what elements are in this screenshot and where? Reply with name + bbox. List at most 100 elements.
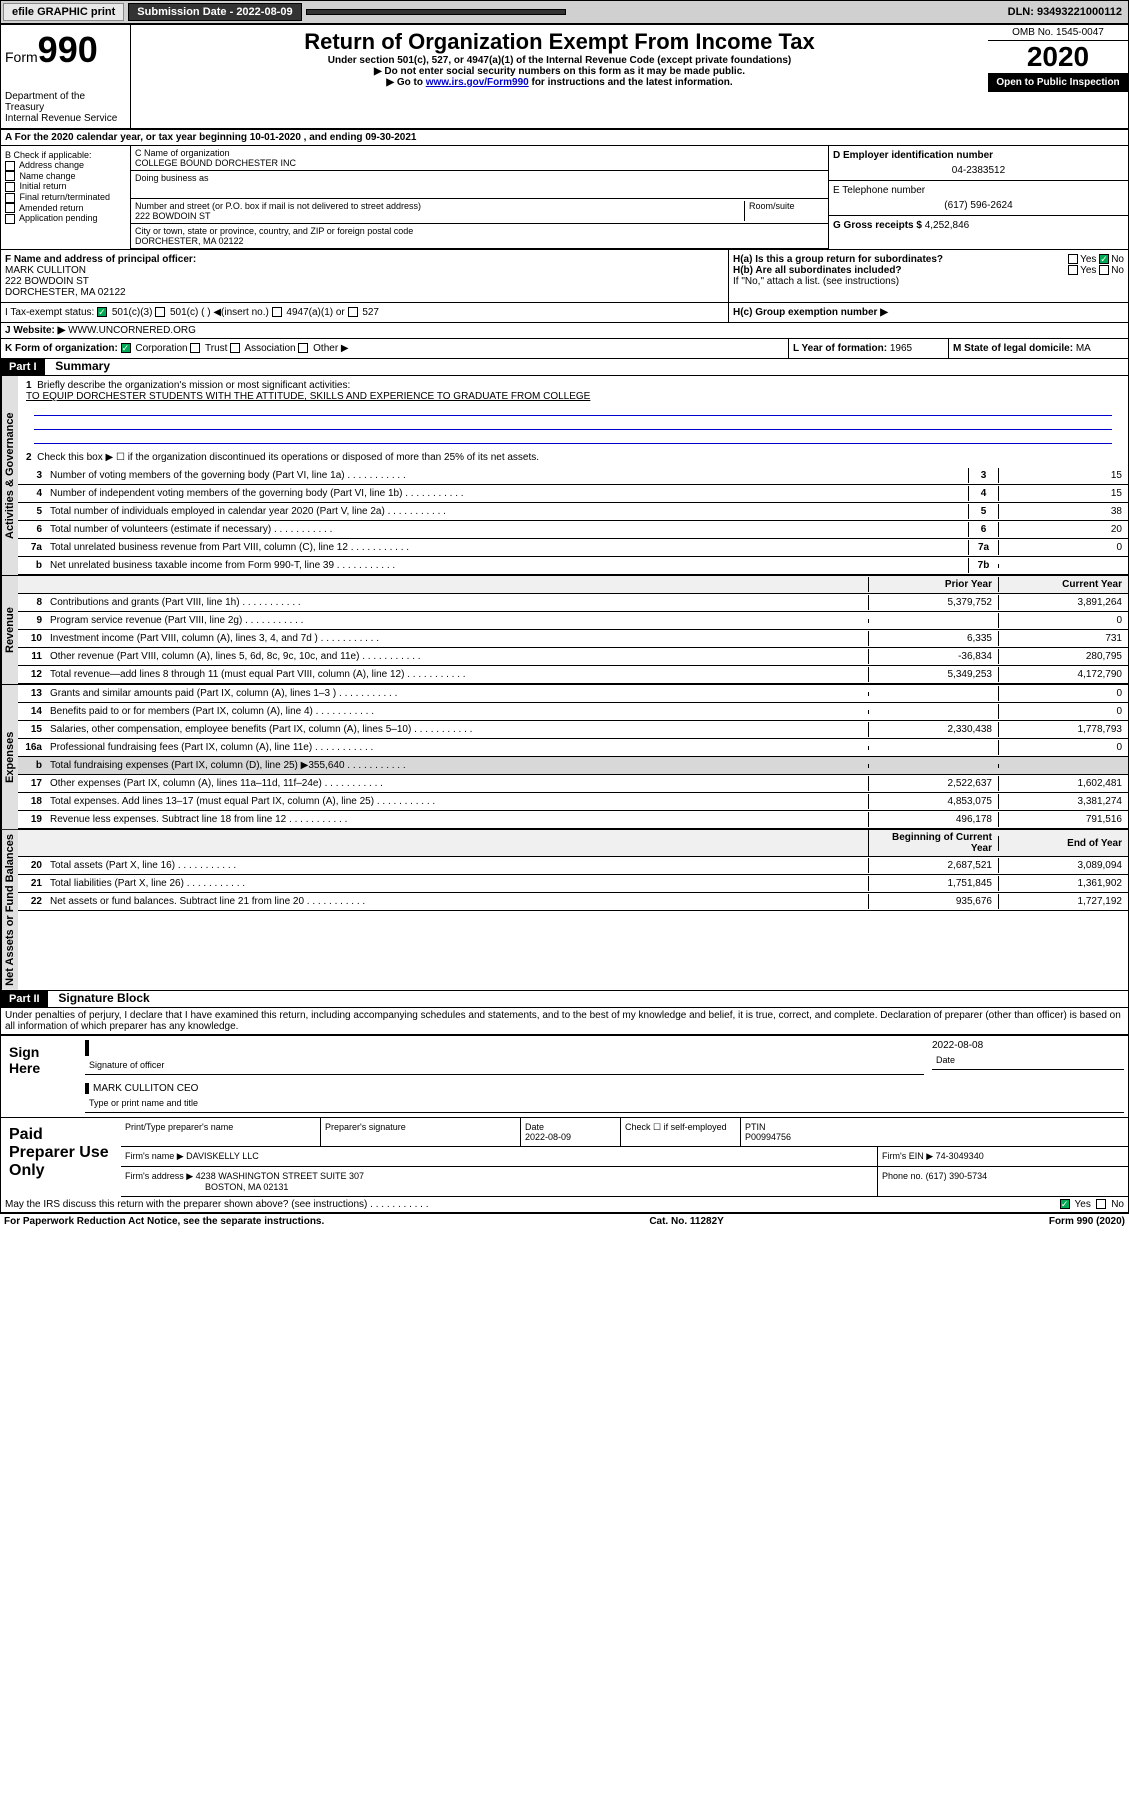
irs-link[interactable]: www.irs.gov/Form990 bbox=[426, 77, 529, 88]
hb-yes[interactable] bbox=[1068, 265, 1078, 275]
footer: For Paperwork Reduction Act Notice, see … bbox=[0, 1214, 1129, 1229]
part1-title: Summary bbox=[47, 357, 118, 375]
part2-title: Signature Block bbox=[50, 989, 157, 1007]
part2-header: Part II Signature Block bbox=[1, 991, 1128, 1008]
submission-date: Submission Date - 2022-08-09 bbox=[128, 3, 301, 21]
sig-officer-label: Signature of officer bbox=[85, 1056, 924, 1075]
b-checkbox[interactable] bbox=[5, 161, 15, 171]
b-checkbox[interactable] bbox=[5, 171, 15, 181]
firm-name: DAVISKELLY LLC bbox=[186, 1151, 259, 1161]
subtitle-1: Under section 501(c), 527, or 4947(a)(1)… bbox=[135, 55, 984, 66]
hc-label: H(c) Group exemption number ▶ bbox=[733, 307, 888, 318]
c-name-label: C Name of organization bbox=[135, 148, 824, 158]
form-label: Form bbox=[5, 49, 38, 65]
ein-label: D Employer identification number bbox=[833, 150, 993, 161]
city-label: City or town, state or province, country… bbox=[135, 226, 824, 236]
j-label: J Website: ▶ bbox=[5, 325, 65, 336]
revenue-section: Revenue Prior YearCurrent Year 8Contribu… bbox=[1, 576, 1128, 685]
k-corp[interactable] bbox=[121, 343, 131, 353]
paid-preparer: Paid Preparer Use Only Print/Type prepar… bbox=[1, 1117, 1128, 1197]
dept-label: Department of the Treasury Internal Reve… bbox=[5, 91, 126, 124]
current-year-hdr: Current Year bbox=[998, 577, 1128, 592]
cat-no: Cat. No. 11282Y bbox=[649, 1216, 723, 1227]
b-checkbox[interactable] bbox=[5, 203, 15, 213]
prep-date-label: Date bbox=[525, 1122, 544, 1132]
b-checkbox[interactable] bbox=[5, 214, 15, 224]
phone-label: E Telephone number bbox=[833, 185, 1124, 196]
discuss-yes[interactable] bbox=[1060, 1199, 1070, 1209]
k-assoc[interactable] bbox=[230, 343, 240, 353]
tab-netassets: Net Assets or Fund Balances bbox=[1, 830, 18, 990]
top-bar: efile GRAPHIC print Submission Date - 20… bbox=[0, 0, 1129, 24]
end-year-hdr: End of Year bbox=[998, 836, 1128, 851]
sign-date-label: Date bbox=[932, 1051, 1124, 1070]
row-fh: F Name and address of principal officer:… bbox=[1, 250, 1128, 303]
b-checkbox[interactable] bbox=[5, 193, 15, 203]
tax-year: 2020 bbox=[988, 41, 1128, 73]
discuss-row: May the IRS discuss this return with the… bbox=[1, 1197, 1128, 1213]
k-other[interactable] bbox=[298, 343, 308, 353]
i-501c3[interactable] bbox=[97, 307, 107, 317]
i-4947[interactable] bbox=[272, 307, 282, 317]
row-i: I Tax-exempt status: 501(c)(3) 501(c) ( … bbox=[1, 303, 1128, 323]
expenses-section: Expenses 13Grants and similar amounts pa… bbox=[1, 685, 1128, 830]
discuss-no[interactable] bbox=[1096, 1199, 1106, 1209]
ha-yes[interactable] bbox=[1068, 254, 1078, 264]
k-trust[interactable] bbox=[190, 343, 200, 353]
prior-year-hdr: Prior Year bbox=[868, 577, 998, 592]
declaration: Under penalties of perjury, I declare th… bbox=[1, 1008, 1128, 1035]
netassets-section: Net Assets or Fund Balances Beginning of… bbox=[1, 830, 1128, 991]
firm-addr-label: Firm's address ▶ bbox=[125, 1171, 193, 1181]
firm-ein-label: Firm's EIN ▶ bbox=[882, 1151, 933, 1161]
firm-name-label: Firm's name ▶ bbox=[125, 1151, 184, 1161]
blank-bar bbox=[306, 9, 566, 15]
m-label: M State of legal domicile: bbox=[953, 343, 1073, 354]
part1-badge: Part I bbox=[1, 359, 45, 375]
subtitle-3a: ▶ Go to bbox=[386, 77, 425, 88]
sign-date: 2022-08-08 bbox=[932, 1040, 1124, 1051]
prep-selfemp: Check ☐ if self-employed bbox=[621, 1118, 741, 1146]
signer-name-label: Type or print name and title bbox=[85, 1094, 1124, 1113]
firm-addr2: BOSTON, MA 02131 bbox=[125, 1182, 288, 1192]
open-public: Open to Public Inspection bbox=[988, 73, 1128, 92]
dba-label: Doing business as bbox=[135, 173, 824, 183]
omb-number: OMB No. 1545-0047 bbox=[988, 25, 1128, 41]
prep-date: 2022-08-09 bbox=[525, 1132, 571, 1142]
ptin-label: PTIN bbox=[745, 1122, 766, 1132]
ein-value: 04-2383512 bbox=[833, 165, 1124, 176]
tab-ag: Activities & Governance bbox=[1, 376, 18, 575]
room-label: Room/suite bbox=[744, 201, 824, 221]
officer-city: DORCHESTER, MA 02122 bbox=[5, 287, 724, 298]
hb-label: H(b) Are all subordinates included? bbox=[733, 265, 902, 276]
b-checkbox[interactable] bbox=[5, 182, 15, 192]
ha-no[interactable] bbox=[1099, 254, 1109, 264]
addr-label: Number and street (or P.O. box if mail i… bbox=[135, 201, 744, 211]
ha-label: H(a) Is this a group return for subordin… bbox=[733, 254, 943, 265]
i-527[interactable] bbox=[348, 307, 358, 317]
officer-name: MARK CULLITON bbox=[5, 265, 724, 276]
i-501c[interactable] bbox=[155, 307, 165, 317]
tab-revenue: Revenue bbox=[1, 576, 18, 684]
l-value: 1965 bbox=[890, 343, 912, 354]
subtitle-3b: for instructions and the latest informat… bbox=[529, 77, 733, 88]
mission-text: TO EQUIP DORCHESTER STUDENTS WITH THE AT… bbox=[26, 391, 590, 402]
sign-here-label: Sign Here bbox=[1, 1036, 81, 1117]
prep-name-label: Print/Type preparer's name bbox=[121, 1118, 321, 1146]
row-klm: K Form of organization: Corporation Trus… bbox=[1, 339, 1128, 359]
row-j: J Website: ▶ WWW.UNCORNERED.ORG bbox=[1, 323, 1128, 339]
form-header: Form990 Department of the Treasury Inter… bbox=[1, 25, 1128, 130]
f-label: F Name and address of principal officer: bbox=[5, 254, 196, 265]
efile-btn[interactable]: efile GRAPHIC print bbox=[3, 3, 124, 21]
k-label: K Form of organization: bbox=[5, 343, 118, 354]
street-address: 222 BOWDOIN ST bbox=[135, 211, 744, 221]
dln: DLN: 93493221000112 bbox=[1008, 6, 1126, 18]
firm-phone-label: Phone no. bbox=[882, 1171, 923, 1181]
prep-header: Paid Preparer Use Only bbox=[1, 1118, 121, 1197]
i-label: I Tax-exempt status: bbox=[5, 307, 94, 318]
sign-here: Sign Here Signature of officer 2022-08-0… bbox=[1, 1035, 1128, 1117]
tab-expenses: Expenses bbox=[1, 685, 18, 829]
line1-text: Briefly describe the organization's miss… bbox=[37, 380, 350, 391]
phone-value: (617) 596-2624 bbox=[833, 200, 1124, 211]
hb-no[interactable] bbox=[1099, 265, 1109, 275]
website: WWW.UNCORNERED.ORG bbox=[68, 325, 196, 336]
